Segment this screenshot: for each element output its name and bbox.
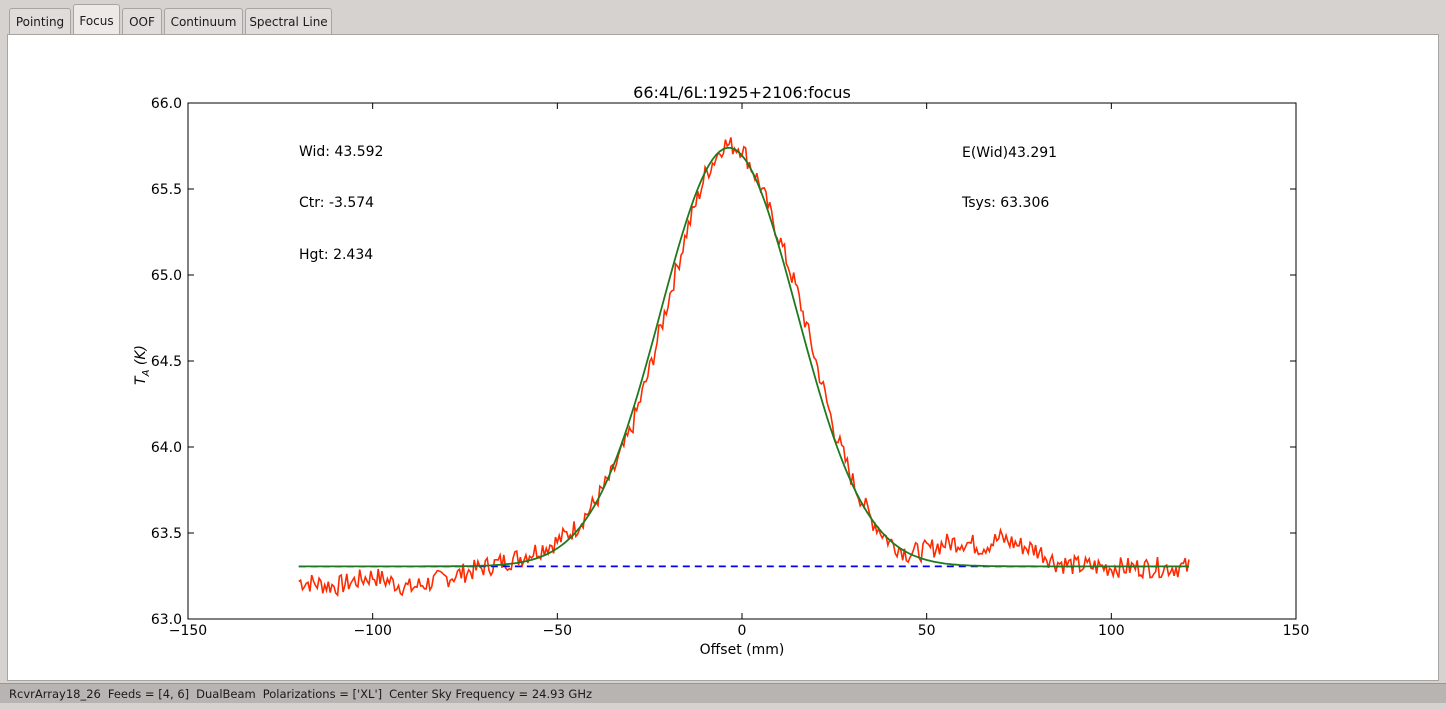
x-tick-label: 0 [738,623,747,639]
tab-oof[interactable]: OOF [122,8,162,34]
tab-pointing[interactable]: Pointing [9,8,71,34]
data-series-line [298,137,1190,597]
tab-focus[interactable]: Focus [73,4,120,36]
annotation-tsys: Tsys: 63.306 [961,195,1049,211]
status-bar: RcvrArray18_26 Feeds = [4, 6] DualBeam P… [0,683,1446,703]
x-tick-label: −50 [543,623,573,639]
tab-continuum[interactable]: Continuum [164,8,243,34]
y-tick-label: 64.5 [151,354,182,370]
status-feeds: Feeds = [4, 6] [107,686,190,701]
tab-bar: Pointing Focus OOF Continuum Spectral Li… [0,0,1446,36]
status-mode: DualBeam [196,686,256,701]
x-tick-label: −100 [353,623,391,639]
annotation-hgt: Hgt: 2.434 [299,247,373,263]
annotation-expected-width: E(Wid)43.291 [962,145,1057,161]
tab-spectral-line[interactable]: Spectral Line [245,8,332,34]
fit-series-line [298,146,1189,568]
plot-area [187,102,1297,620]
y-axis-label: TA (K) [133,345,152,385]
y-tick-label: 65.0 [151,268,182,284]
status-polarizations: Polarizations = ['XL'] [262,686,383,701]
x-tick-label: 100 [1098,623,1125,639]
x-axis-label: Offset (mm) [700,642,785,658]
x-tick-label: 50 [918,623,936,639]
chart-title: 66:4L/6L:1925+2106:focus [633,83,851,102]
x-tick-label: −150 [169,623,207,639]
window-bottom-edge [0,703,1446,710]
status-receiver: RcvrArray18_26 [9,686,101,701]
y-tick-label: 63.0 [151,612,182,628]
y-tick-label: 63.5 [151,526,182,542]
x-tick-label: 150 [1283,623,1310,639]
annotation-wid: Wid: 43.592 [299,144,383,160]
x-axis: −150 −100 −50 0 50 100 150 [169,103,1310,639]
focus-panel: 66:4L/6L:1925+2106:focus −150 −100 −50 0 50 1… [7,34,1439,681]
y-axis: 63.0 63.5 64.0 64.5 65.0 65.5 66.0 [151,96,1296,628]
y-tick-label: 65.5 [151,182,182,198]
plot-frame [187,102,1297,620]
status-frequency: Center Sky Frequency = 24.93 GHz [389,686,593,701]
y-tick-label: 66.0 [151,96,182,112]
focus-chart: 66:4L/6L:1925+2106:focus −150 −100 −50 0 50 1… [133,83,1310,658]
y-tick-label: 64.0 [151,440,182,456]
annotation-ctr: Ctr: -3.574 [299,195,374,211]
